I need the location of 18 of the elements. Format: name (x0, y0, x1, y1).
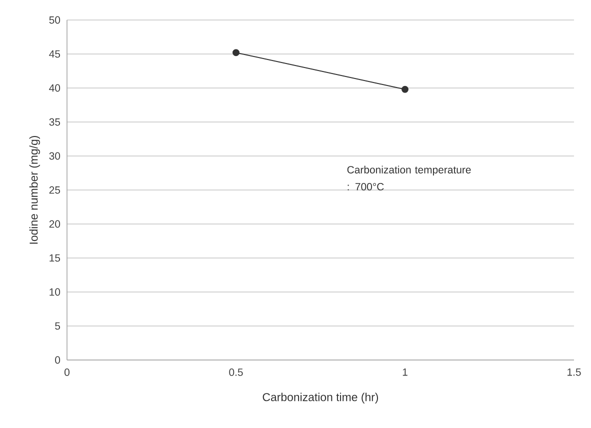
y-tick-label: 45 (49, 50, 60, 58)
x-tick-label: 1 (402, 368, 408, 376)
x-tick-label: 0.5 (229, 368, 243, 376)
y-tick-label: 0 (55, 356, 60, 364)
y-axis-title: Iodine number (mg/g) (29, 136, 40, 244)
x-tick-label: 1.5 (568, 368, 581, 376)
y-tick-label: 5 (55, 322, 60, 330)
y-tick-label: 15 (50, 254, 60, 262)
y-tick-label: 20 (49, 220, 60, 228)
y-tick-label: 35 (49, 118, 60, 126)
y-tick-label: 40 (49, 84, 60, 92)
annotation: Carbonization temperature : 700°C (347, 166, 471, 190)
y-tick-label: 30 (49, 152, 60, 160)
x-tick-label: 0 (64, 368, 70, 376)
y-tick-label: 25 (49, 186, 60, 194)
y-tick-label: 50 (49, 16, 60, 24)
x-axis-title: Carbonization time (hr) (262, 392, 378, 404)
y-tick-label: 10 (50, 288, 60, 296)
